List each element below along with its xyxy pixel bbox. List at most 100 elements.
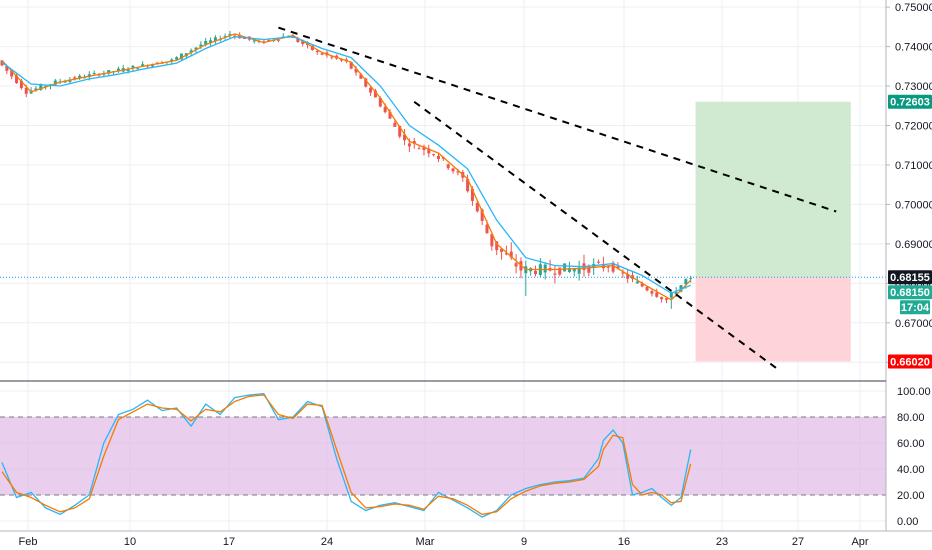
candle-body bbox=[189, 50, 193, 53]
time-axis[interactable]: Feb 10 17 24 Mar 9 16 23 27 Apr bbox=[19, 536, 869, 548]
candle-body bbox=[543, 264, 547, 273]
candle-body bbox=[446, 164, 450, 169]
candle-body bbox=[509, 251, 513, 258]
candle-body bbox=[359, 74, 363, 79]
price-tick-label: 0.74000 bbox=[895, 42, 932, 54]
candle-body bbox=[243, 38, 246, 40]
stoch-d-line bbox=[1, 394, 692, 516]
candle-body bbox=[223, 36, 227, 38]
candle-body bbox=[296, 38, 300, 43]
candle-body bbox=[252, 40, 256, 42]
candle-body bbox=[572, 268, 576, 272]
candle-body bbox=[141, 64, 145, 67]
price-tag-target bbox=[888, 94, 932, 109]
position-zones bbox=[695, 101, 851, 362]
candle-body bbox=[73, 77, 77, 79]
candle-body bbox=[301, 40, 305, 45]
candle-body bbox=[15, 75, 19, 84]
candle-body bbox=[635, 281, 639, 284]
candle-body bbox=[403, 134, 407, 141]
candle-body bbox=[616, 266, 620, 269]
price-tick-label: 0.73000 bbox=[895, 81, 932, 93]
candle-body bbox=[407, 143, 411, 147]
time-tick-label: Mar bbox=[416, 536, 435, 548]
candle-body bbox=[640, 283, 644, 287]
candle-body bbox=[500, 248, 504, 252]
candle-body bbox=[417, 148, 421, 150]
price-tick-label: 0.71000 bbox=[895, 160, 932, 172]
trendline[interactable] bbox=[413, 101, 779, 371]
candle-body bbox=[412, 141, 416, 144]
trendline[interactable] bbox=[278, 26, 837, 213]
loss-zone[interactable] bbox=[695, 277, 851, 362]
oscillator-tick-label: 40.00 bbox=[897, 464, 925, 476]
ema-lines bbox=[1, 33, 692, 301]
candle-body bbox=[645, 286, 649, 291]
candle-body bbox=[611, 262, 615, 272]
price-tags: 0.72603 0.68155 0.68150 17:04 0.66020 bbox=[888, 94, 932, 369]
candle-body bbox=[480, 209, 484, 221]
candle-body bbox=[10, 70, 14, 77]
candle-body bbox=[669, 292, 673, 298]
time-tick-label: Feb bbox=[19, 536, 38, 548]
candle-body bbox=[63, 81, 67, 83]
time-tick-label: 9 bbox=[521, 536, 527, 548]
candle-body bbox=[364, 78, 368, 87]
candle-body bbox=[456, 171, 460, 173]
ema-slow-line bbox=[1, 36, 691, 294]
candle-body bbox=[276, 39, 280, 41]
candle-body bbox=[655, 292, 659, 297]
candle-body bbox=[116, 68, 120, 72]
candle-body bbox=[315, 51, 319, 53]
candle-body bbox=[660, 297, 664, 300]
candle-body bbox=[349, 61, 353, 69]
candle-body bbox=[24, 87, 28, 94]
time-tick-label: Apr bbox=[851, 536, 868, 548]
candle-body bbox=[398, 126, 402, 137]
price-tag-label: 0.66020 bbox=[890, 356, 930, 368]
candlestick-series bbox=[0, 31, 693, 309]
price-tick-label: 0.75000 bbox=[895, 2, 932, 14]
price-tag-label: 17:04 bbox=[901, 302, 930, 314]
candle-body bbox=[485, 224, 489, 234]
oscillator-tick-label: 0.00 bbox=[897, 516, 918, 528]
candle-body bbox=[34, 88, 38, 91]
candle-body bbox=[422, 146, 426, 150]
candle-body bbox=[674, 292, 678, 295]
candle-body bbox=[587, 265, 591, 273]
price-tag-label: 0.68155 bbox=[890, 272, 930, 284]
candle-body bbox=[466, 178, 470, 192]
candle-body bbox=[650, 291, 654, 294]
candle-body bbox=[330, 56, 334, 58]
candle-body bbox=[490, 234, 494, 247]
oscillator-tick-label: 60.00 bbox=[897, 438, 925, 450]
candle-body bbox=[626, 274, 630, 279]
candle-body bbox=[179, 53, 183, 60]
stochastic-pane bbox=[0, 393, 886, 518]
price-tick-label: 0.72000 bbox=[895, 120, 932, 132]
oscillator-tick-label: 80.00 bbox=[897, 412, 925, 424]
candle-body bbox=[475, 202, 479, 212]
candle-body bbox=[228, 34, 232, 36]
profit-zone[interactable] bbox=[695, 101, 851, 278]
price-tick-label: 0.70000 bbox=[895, 199, 932, 211]
candle-body bbox=[53, 80, 57, 85]
candle-body bbox=[19, 80, 23, 89]
candle-body bbox=[495, 241, 499, 251]
oscillator-axis[interactable]: 100.00 80.00 60.00 40.00 20.00 0.00 bbox=[897, 386, 931, 528]
candle-body bbox=[199, 44, 203, 47]
price-tag-label: 0.68150 bbox=[890, 287, 930, 299]
time-tick-label: 24 bbox=[321, 536, 333, 548]
candle-body bbox=[689, 277, 693, 279]
price-tag-price bbox=[888, 270, 932, 285]
candle-body bbox=[432, 154, 436, 156]
candle-body bbox=[213, 37, 217, 41]
candle-body bbox=[427, 148, 431, 154]
trendlines[interactable] bbox=[278, 26, 837, 371]
time-tick-label: 27 bbox=[792, 536, 804, 548]
candle-body bbox=[378, 98, 382, 107]
candle-body bbox=[679, 285, 683, 292]
candle-body bbox=[5, 65, 9, 71]
oscillator-band bbox=[0, 417, 886, 495]
